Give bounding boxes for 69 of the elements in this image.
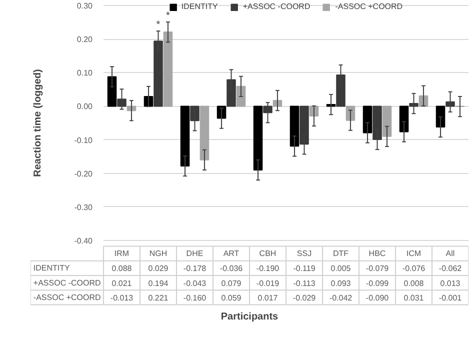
data-label: -0.178 (183, 264, 207, 274)
y-tick-label: 0.30 (76, 2, 94, 11)
x-tick-label: DTF (332, 249, 349, 258)
y-tick-label: -0.30 (74, 202, 94, 212)
data-label: 0.031 (404, 293, 424, 302)
data-label: -0.099 (366, 278, 390, 288)
y-tick-label: 0.10 (76, 68, 94, 78)
data-label: 0.093 (330, 278, 352, 288)
data-label: 0.021 (112, 278, 132, 288)
legend-label: +ASSOC -COORD (242, 2, 310, 11)
bar (253, 106, 263, 170)
data-label: 0.079 (221, 278, 242, 288)
data-label: 0.059 (221, 293, 242, 302)
data-label: -0.119 (293, 264, 316, 274)
text: Participants (220, 312, 279, 322)
y-tick-label: 0.20 (76, 35, 94, 44)
data-label: 0.005 (330, 264, 352, 274)
bar (107, 76, 117, 107)
data-label: -0.043 (183, 278, 207, 288)
data-label: 0.088 (112, 264, 132, 274)
x-tick-label: IRM (114, 249, 130, 258)
data-label: -0.062 (438, 264, 462, 274)
text: IDENTITY (33, 264, 70, 273)
bar (399, 106, 409, 132)
x-tick-label: SSJ (296, 249, 312, 258)
x-tick-label: DHE (186, 249, 204, 258)
y-axis-title: Reaction time (logged) (32, 69, 44, 177)
data-label: 0.221 (148, 293, 169, 302)
bar (362, 106, 372, 134)
data-label: -0.042 (329, 293, 353, 302)
x-tick-label: All (446, 249, 455, 258)
bar (290, 106, 300, 147)
x-tick-label: HBC (368, 249, 386, 258)
bar (236, 86, 246, 107)
y-tick-label: -0.40 (74, 236, 94, 246)
x-tick-label: ICM (406, 249, 422, 258)
data-label: -0.029 (292, 293, 316, 302)
data-label: -0.190 (256, 264, 280, 274)
data-label: 0.029 (148, 264, 169, 274)
x-tick-label: NGH (149, 249, 168, 258)
x-tick-label: CBH (259, 249, 276, 258)
bar (163, 32, 173, 107)
data-label: -0.076 (402, 264, 426, 274)
data-label: 0.008 (404, 278, 424, 288)
data-label: 0.017 (258, 293, 278, 302)
y-tick-label: 0.00 (76, 102, 94, 112)
text: -ASSOC +COORD (33, 292, 101, 302)
data-label: -0.079 (366, 264, 390, 274)
x-tick-label: ART (223, 249, 240, 258)
legend-label: -ASSOC +COORD (335, 2, 403, 11)
data-label: -0.001 (438, 293, 462, 302)
bar (436, 106, 446, 128)
text: +ASSOC -COORD (33, 278, 101, 288)
data-label: -0.019 (256, 278, 280, 288)
data-label: -0.013 (110, 293, 134, 302)
data-label: 0.013 (440, 278, 461, 288)
data-label: 0.194 (148, 278, 169, 288)
bar (200, 106, 210, 160)
annotation: * (156, 20, 160, 31)
bar (180, 106, 190, 166)
y-tick-label: -0.10 (74, 136, 94, 145)
data-label: -0.160 (183, 293, 207, 302)
data-label: -0.090 (366, 293, 390, 302)
data-label: -0.036 (220, 264, 244, 274)
bar (382, 106, 392, 137)
data-label: -0.113 (293, 278, 316, 288)
annotation: * (166, 10, 170, 22)
legend-label: IDENTITY (181, 2, 218, 11)
y-tick-label: -0.20 (74, 169, 94, 178)
